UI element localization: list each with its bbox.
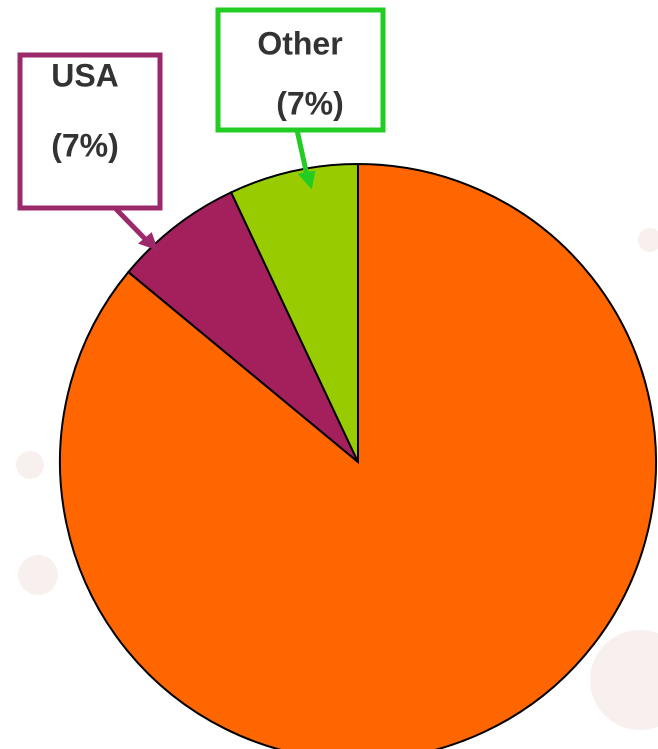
bg-dot bbox=[16, 451, 44, 479]
bg-dot bbox=[18, 555, 58, 595]
leader-arrow bbox=[297, 170, 316, 190]
bg-dot bbox=[590, 630, 658, 730]
label-name: Other bbox=[257, 25, 342, 61]
pie-slice bbox=[229, 162, 359, 463]
label-box bbox=[17, 52, 163, 211]
leader-line bbox=[294, 129, 311, 181]
label-name: USA bbox=[51, 57, 119, 93]
bg-dot bbox=[638, 228, 658, 252]
label-box bbox=[215, 7, 386, 133]
leader-arrow bbox=[137, 232, 158, 251]
leader-line bbox=[113, 206, 152, 246]
label-value: (7%) bbox=[276, 85, 344, 121]
label-value: (7%) bbox=[51, 127, 119, 163]
pie-slice bbox=[126, 191, 359, 463]
pie-slice bbox=[59, 162, 657, 749]
